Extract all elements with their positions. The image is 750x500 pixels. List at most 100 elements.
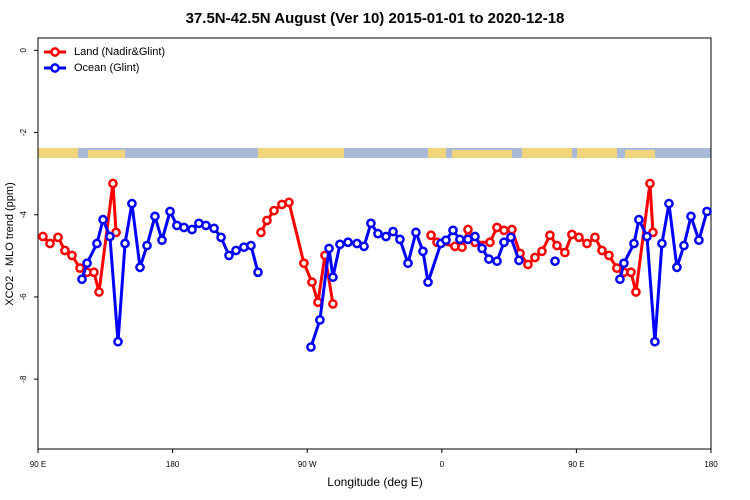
data-point — [98, 214, 108, 225]
y-tick-label: -6 — [19, 293, 28, 301]
ocean-strip — [38, 148, 711, 158]
data-point — [366, 218, 376, 229]
data-point — [441, 235, 451, 246]
data-point — [359, 241, 369, 252]
data-point — [615, 274, 625, 285]
data-point — [418, 246, 428, 257]
data-point — [179, 222, 189, 233]
data-point — [92, 238, 102, 249]
data-point — [256, 227, 266, 238]
data-point — [253, 267, 263, 278]
data-point — [582, 238, 592, 249]
y-tick-label: 0 — [19, 48, 28, 53]
legend-label: Land (Nadir&Glint) — [74, 46, 165, 58]
data-point — [299, 258, 309, 269]
data-point — [629, 238, 639, 249]
data-point — [631, 287, 641, 297]
legend: Land (Nadir&Glint) Ocean (Glint) — [44, 46, 165, 74]
data-point — [343, 237, 353, 248]
data-point — [657, 238, 667, 249]
land-strip — [625, 150, 655, 158]
data-point — [537, 246, 547, 257]
data-point — [231, 245, 241, 256]
data-point — [672, 262, 682, 273]
data-point — [679, 240, 689, 251]
data-point — [82, 258, 92, 269]
data-point — [463, 224, 473, 235]
data-point — [307, 277, 317, 287]
data-point — [403, 258, 413, 269]
y-tick-label: -4 — [19, 211, 28, 219]
data-point — [574, 232, 584, 243]
data-point — [38, 231, 48, 242]
legend-marker — [50, 63, 60, 73]
land-strip — [522, 148, 572, 158]
legend-label: Ocean (Glint) — [74, 62, 139, 74]
data-point — [113, 336, 123, 347]
data-point — [120, 238, 130, 249]
data-point — [306, 342, 316, 352]
data-point — [75, 263, 85, 274]
data-point — [484, 254, 494, 264]
data-point — [328, 299, 338, 309]
data-point — [470, 231, 480, 242]
data-point — [612, 263, 622, 274]
data-point — [165, 206, 175, 217]
land-strip — [428, 148, 446, 158]
data-point — [150, 211, 160, 222]
data-point — [455, 234, 465, 245]
data-point — [499, 237, 509, 248]
land-strip — [258, 148, 344, 158]
data-point — [335, 239, 345, 250]
data-point — [94, 287, 104, 297]
data-point — [477, 243, 487, 254]
land-strip — [38, 148, 78, 158]
data-point — [127, 198, 137, 209]
data-point — [545, 230, 555, 241]
data-point — [523, 259, 533, 270]
data-point — [664, 198, 674, 209]
legend-marker — [50, 47, 60, 57]
data-point — [492, 256, 502, 267]
data-point — [142, 240, 152, 251]
data-point — [507, 224, 517, 235]
data-point — [269, 205, 279, 216]
data-point — [411, 227, 421, 238]
data-point — [550, 256, 560, 267]
land-strip — [577, 148, 617, 158]
x-axis-label: Longitude (deg E) — [327, 475, 422, 489]
data-point — [388, 226, 398, 237]
data-point — [530, 252, 540, 263]
data-point — [89, 267, 99, 278]
data-point — [619, 258, 629, 269]
data-point — [426, 230, 436, 241]
data-point — [423, 277, 433, 287]
y-axis-label: XCO2 - MLO trend (ppm) — [4, 182, 16, 305]
data-point — [702, 206, 712, 217]
data-point — [53, 232, 63, 243]
data-point — [60, 245, 70, 256]
data-point — [105, 231, 115, 242]
data-point — [45, 238, 55, 249]
data-point — [284, 197, 294, 208]
data-point — [262, 215, 272, 226]
y-tick-label: -2 — [19, 128, 28, 136]
data-point — [514, 255, 524, 266]
x-tick-label: 90 E — [568, 460, 584, 469]
land-strip — [88, 150, 125, 158]
data-point — [67, 250, 77, 261]
plot-frame — [37, 37, 712, 450]
data-point — [560, 247, 570, 258]
data-point — [645, 178, 655, 189]
data-point — [485, 237, 495, 248]
data-point — [457, 242, 467, 253]
data-point — [209, 223, 219, 234]
data-point — [224, 250, 234, 261]
data-point — [77, 274, 87, 285]
data-point — [246, 240, 256, 251]
data-point — [642, 231, 652, 242]
data-point — [552, 240, 562, 251]
x-tick-label: 180 — [166, 460, 180, 469]
data-point — [157, 235, 167, 246]
data-point — [686, 211, 696, 222]
